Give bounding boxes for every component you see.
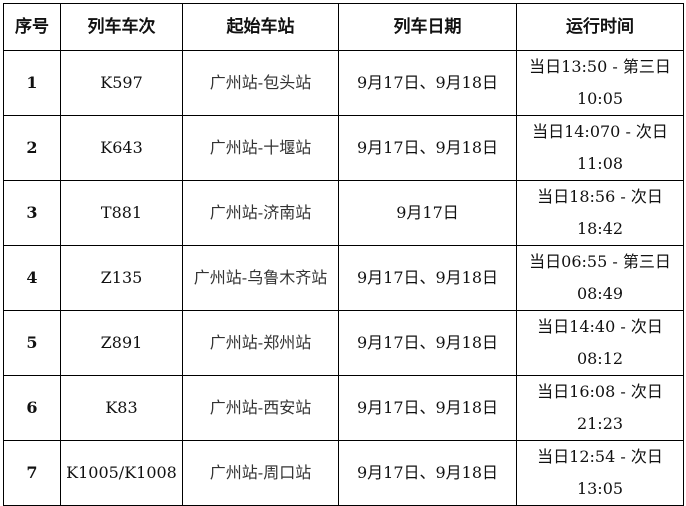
route: 广州站-乌鲁木齐站 xyxy=(182,245,339,311)
run-time: 当日06:55 - 第三日08:49 xyxy=(516,245,684,311)
run-time: 当日14:40 - 次日08:12 xyxy=(516,310,684,376)
table-row: 7 K1005/K1008 广州站-周口站 9月17日、9月18日 当日12:54 - … xyxy=(3,440,684,506)
train-schedule-table: 序号 列车车次 起始车站 列车日期 运行时间 1 K597 广州站-包头站 9月17日… xyxy=(3,3,684,506)
table-row: 2 K643 广州站-十堰站 9月17日、9月18日 当日14:070 - 次日11:0… xyxy=(3,115,684,181)
header-no: 序号 xyxy=(3,3,61,51)
route: 广州站-济南站 xyxy=(182,180,339,246)
train-number: Z135 xyxy=(60,245,183,311)
header-row: 序号 列车车次 起始车站 列车日期 运行时间 xyxy=(3,3,684,51)
route: 广州站-周口站 xyxy=(182,440,339,506)
route: 广州站-十堰站 xyxy=(182,115,339,181)
row-number: 5 xyxy=(3,310,61,376)
dates: 9月17日、9月18日 xyxy=(338,245,517,311)
dates: 9月17日、9月18日 xyxy=(338,375,517,441)
run-time: 当日12:54 - 次日13:05 xyxy=(516,440,684,506)
header-time: 运行时间 xyxy=(516,3,684,51)
train-number: K597 xyxy=(60,50,183,116)
row-number: 3 xyxy=(3,180,61,246)
run-time: 当日16:08 - 次日21:23 xyxy=(516,375,684,441)
train-number: T881 xyxy=(60,180,183,246)
header-route: 起始车站 xyxy=(182,3,339,51)
train-number: K83 xyxy=(60,375,183,441)
dates: 9月17日、9月18日 xyxy=(338,50,517,116)
table-row: 6 K83 广州站-西安站 9月17日、9月18日 当日16:08 - 次日21:23 xyxy=(3,375,684,441)
row-number: 7 xyxy=(3,440,61,506)
row-number: 2 xyxy=(3,115,61,181)
row-number: 4 xyxy=(3,245,61,311)
header-train: 列车车次 xyxy=(60,3,183,51)
dates: 9月17日、9月18日 xyxy=(338,440,517,506)
table-row: 5 Z891 广州站-郑州站 9月17日、9月18日 当日14:40 - 次日08:12 xyxy=(3,310,684,376)
train-number: K1005/K1008 xyxy=(60,440,183,506)
route: 广州站-包头站 xyxy=(182,50,339,116)
run-time: 当日18:56 - 次日18:42 xyxy=(516,180,684,246)
row-number: 6 xyxy=(3,375,61,441)
run-time: 当日13:50 - 第三日10:05 xyxy=(516,50,684,116)
run-time: 当日14:070 - 次日11:08 xyxy=(516,115,684,181)
dates: 9月17日、9月18日 xyxy=(338,115,517,181)
table-row: 1 K597 广州站-包头站 9月17日、9月18日 当日13:50 - 第三日10:0… xyxy=(3,50,684,116)
header-dates: 列车日期 xyxy=(338,3,517,51)
dates: 9月17日 xyxy=(338,180,517,246)
train-number: K643 xyxy=(60,115,183,181)
row-number: 1 xyxy=(3,50,61,116)
table-row: 4 Z135 广州站-乌鲁木齐站 9月17日、9月18日 当日06:55 - 第三日08… xyxy=(3,245,684,311)
dates: 9月17日、9月18日 xyxy=(338,310,517,376)
route: 广州站-西安站 xyxy=(182,375,339,441)
train-number: Z891 xyxy=(60,310,183,376)
route: 广州站-郑州站 xyxy=(182,310,339,376)
table-row: 3 T881 广州站-济南站 9月17日 当日18:56 - 次日18:42 xyxy=(3,180,684,246)
